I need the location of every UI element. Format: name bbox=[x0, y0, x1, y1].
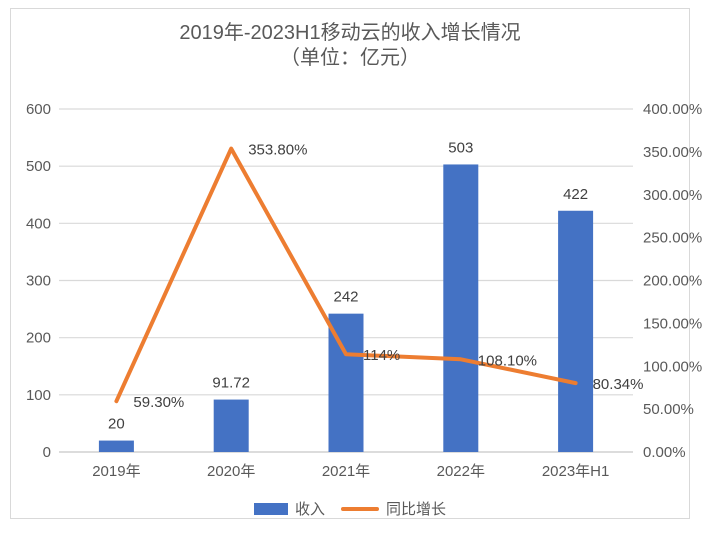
plot-area: 0 100 200 300 400 500 600 0.00% 50.00% 100.00% 150… bbox=[26, 101, 702, 480]
left-axis-tick-label: 300 bbox=[26, 273, 51, 290]
legend-line-swatch bbox=[341, 506, 379, 511]
bar-data-label: 91.72 bbox=[212, 375, 250, 392]
line-data-label: 108.10% bbox=[478, 352, 537, 369]
x-axis-category-label: 2019年 bbox=[92, 463, 140, 480]
revenue-bar bbox=[558, 210, 594, 452]
chart-subtitle: （单位：亿元） bbox=[280, 47, 420, 69]
line-data-label: 114% bbox=[363, 347, 400, 364]
left-axis-tick-label: 0 bbox=[43, 444, 51, 461]
right-axis-tick-label: 400.00% bbox=[643, 101, 702, 118]
right-axis-tick-label: 200.00% bbox=[643, 273, 702, 290]
left-axis-tick-label: 500 bbox=[26, 158, 51, 175]
revenue-bar bbox=[213, 399, 249, 452]
title-block: 2019年-2023H1移动云的收入增长情况 （单位：亿元） bbox=[11, 21, 689, 71]
line-data-label: 59.30% bbox=[133, 394, 184, 411]
x-axis-category-label: 2020年 bbox=[207, 463, 255, 480]
legend-label-growth: 同比增长 bbox=[386, 501, 447, 518]
legend-bar-swatch bbox=[253, 502, 288, 515]
bar-data-label: 503 bbox=[448, 139, 473, 156]
right-axis-tick-label: 0.00% bbox=[643, 444, 686, 461]
right-axis-tick-label: 300.00% bbox=[643, 187, 702, 204]
right-axis-tick-label: 250.00% bbox=[643, 230, 702, 247]
right-axis-tick-label: 350.00% bbox=[643, 144, 702, 161]
revenue-bar bbox=[443, 164, 479, 452]
right-axis-tick-label: 100.00% bbox=[643, 358, 702, 375]
bar-data-label: 242 bbox=[333, 289, 358, 306]
legend: 收入 同比增长 bbox=[11, 498, 689, 519]
bar-data-label: 422 bbox=[563, 186, 588, 203]
x-axis-category-label: 2023年H1 bbox=[542, 463, 610, 480]
right-axis-tick-label: 150.00% bbox=[643, 315, 702, 332]
chart-frame: 2019年-2023H1移动云的收入增长情况 （单位：亿元） 0 100 200 30… bbox=[10, 8, 702, 519]
bar-data-label: 20 bbox=[108, 416, 125, 433]
line-data-label: 353.80% bbox=[248, 142, 307, 159]
x-axis-category-label: 2021年 bbox=[322, 463, 370, 480]
chart-title: 2019年-2023H1移动云的收入增长情况 bbox=[179, 22, 521, 44]
left-axis-tick-label: 600 bbox=[26, 101, 51, 118]
revenue-bar bbox=[98, 440, 134, 452]
line-data-label: 80.34% bbox=[593, 376, 644, 393]
legend-label-revenue: 收入 bbox=[294, 501, 325, 518]
legend-item-growth: 同比增长 bbox=[341, 498, 446, 519]
left-axis-tick-label: 200 bbox=[26, 330, 51, 347]
growth-line bbox=[114, 146, 578, 404]
x-axis-category-label: 2022年 bbox=[437, 463, 485, 480]
left-axis-tick-label: 400 bbox=[26, 215, 51, 232]
legend-item-revenue: 收入 bbox=[253, 498, 325, 519]
right-axis-tick-label: 50.00% bbox=[643, 401, 694, 418]
left-axis-tick-label: 100 bbox=[26, 387, 51, 404]
